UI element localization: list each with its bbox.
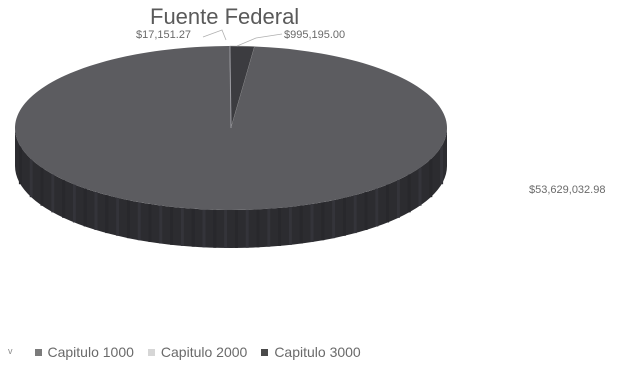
pie-slice-boundary [229,45,232,129]
leader-line-capitulo-2000 [202,29,227,41]
legend-item-capitulo-1000[interactable]: Capitulo 1000 [34,344,134,360]
legend-item-capitulo-3000[interactable]: Capitulo 3000 [261,344,361,360]
legend-swatch-capitulo-1000 [34,348,42,356]
legend-label-capitulo-2000: Capitulo 2000 [160,344,248,360]
data-label-capitulo-2000: $17,151.27 [136,29,192,41]
data-label-capitulo-3000: $995,195.00 [284,29,346,41]
legend-swatch-capitulo-3000 [261,348,269,356]
pie-side-wall [15,128,447,248]
pie-slice-capitulo-1000[interactable] [14,46,447,211]
leader-line-capitulo-3000 [236,33,283,47]
legend-swatch-capitulo-2000 [147,348,155,356]
legend-stray-mark: v [8,346,13,356]
chart-legend: v Capitulo 1000 Capitulo 2000 Capitulo 3… [8,344,375,360]
legend-item-capitulo-2000[interactable]: Capitulo 2000 [147,344,248,360]
legend-label-capitulo-1000: Capitulo 1000 [47,344,134,360]
data-label-capitulo-1000: $53,629,032.98 [529,184,606,196]
chart-title: Fuente Federal [150,4,300,29]
legend-label-capitulo-3000: Capitulo 3000 [274,344,361,360]
